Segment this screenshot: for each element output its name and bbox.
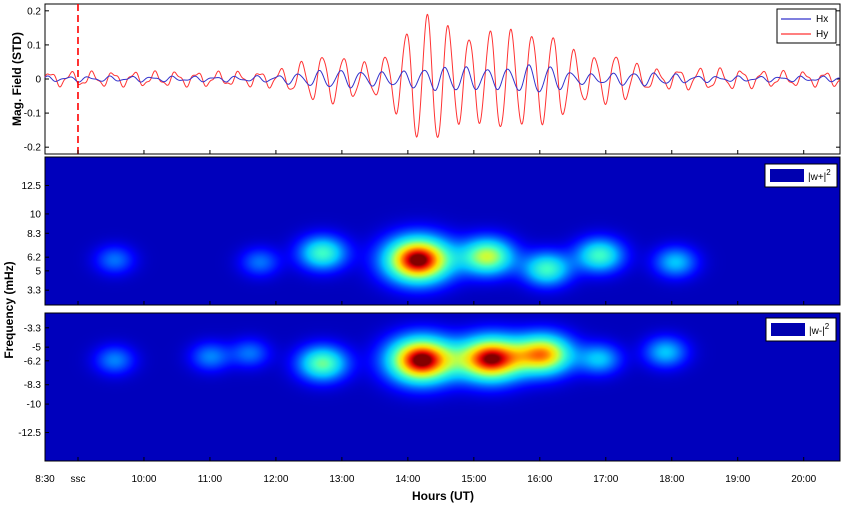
heatmap-y-tick-label: 6.2 xyxy=(27,253,41,264)
x-axis-label: Hours (UT) xyxy=(412,489,474,503)
heatmap-y-tick-label: -5 xyxy=(32,343,41,354)
heatmap-y-tick-label: 12.5 xyxy=(22,181,42,192)
heatmap-y-tick-label: -10 xyxy=(27,400,42,411)
timeseries-frame xyxy=(44,3,841,155)
series-hy-line xyxy=(44,13,841,139)
legend-box xyxy=(776,8,837,44)
spectrogram-wminus-panel: -3.3 -5 -6.2 -8.3 -10 -12.5 |w-|2 xyxy=(18,312,841,462)
heatmap-y-tick-label: -6.2 xyxy=(24,356,42,367)
ts-y-tick-label: -0.1 xyxy=(24,109,42,120)
timeseries-panel: 0.2 0.1 0 -0.1 -0.2 Mag. Field (STD) Hx Hy xyxy=(10,3,841,155)
x-tick-label: 8:30 xyxy=(35,474,55,485)
heatmap-y-tick-label: 10 xyxy=(30,209,42,220)
ts-y-tick-label: 0.1 xyxy=(27,40,41,51)
x-tick-label: 15:00 xyxy=(461,474,486,485)
timeseries-legend: Hx Hy xyxy=(776,8,837,44)
x-tick-label: ssc xyxy=(70,474,85,485)
spectrogram-wplus-panel: 12.5 10 8.3 6.2 5 3.3 |w+|2 xyxy=(22,156,841,306)
heatmap-y-tick-label: 3.3 xyxy=(27,286,41,297)
wminus-legend-label: |w-|2 xyxy=(809,322,830,337)
x-tick-label: 16:00 xyxy=(527,474,552,485)
timeseries-lines xyxy=(44,13,841,139)
x-tick-label: 14:00 xyxy=(395,474,420,485)
wplus-legend: |w+|2 xyxy=(764,163,838,188)
ts-y-tick-label: 0.2 xyxy=(27,6,41,17)
x-tick-label: 11:00 xyxy=(198,474,223,485)
x-tick-label: 20:00 xyxy=(791,474,816,485)
wminus-legend-swatch xyxy=(771,323,805,336)
heatmap-y-tick-label: -3.3 xyxy=(24,323,42,334)
x-axis-ticks: 8:30 ssc 10:00 11:00 12:00 13:00 14:00 15:00 16:… xyxy=(35,150,817,485)
ts-y-tick-label: 0 xyxy=(35,75,41,86)
heatmap-y-tick-label: -12.5 xyxy=(18,428,41,439)
x-tick-label: 10:00 xyxy=(131,474,156,485)
x-tick-label: 12:00 xyxy=(263,474,288,485)
spectrogram-wplus-frame xyxy=(44,156,841,306)
legend-hx-label: Hx xyxy=(816,14,828,25)
legend-hy-label: Hy xyxy=(816,29,828,40)
x-tick-label: 13:00 xyxy=(329,474,354,485)
heatmap-wminus xyxy=(45,313,840,461)
wplus-y-ticks: 12.5 10 8.3 6.2 5 3.3 xyxy=(22,181,49,297)
ts-y-tick-label: -0.2 xyxy=(24,143,42,154)
spectrogram-wminus-frame xyxy=(44,312,841,462)
wplus-legend-label: |w+|2 xyxy=(808,168,831,183)
wplus-legend-swatch xyxy=(770,169,804,182)
series-hx-line xyxy=(44,64,840,93)
heatmap-y-tick-label: 5 xyxy=(35,266,41,277)
wminus-legend: |w-|2 xyxy=(765,317,837,342)
heatmap-y-tick-label: 8.3 xyxy=(27,229,41,240)
heatmap-y-tick-label: -8.3 xyxy=(24,380,42,391)
timeseries-y-label: Mag. Field (STD) xyxy=(10,32,24,126)
x-tick-label: 19:00 xyxy=(725,474,750,485)
x-tick-label: 18:00 xyxy=(659,474,684,485)
heatmap-wplus xyxy=(45,157,840,305)
frequency-y-label: Frequency (mHz) xyxy=(2,261,16,358)
x-tick-label: 17:00 xyxy=(593,474,618,485)
wminus-y-ticks: -3.3 -5 -6.2 -8.3 -10 -12.5 xyxy=(18,323,49,439)
